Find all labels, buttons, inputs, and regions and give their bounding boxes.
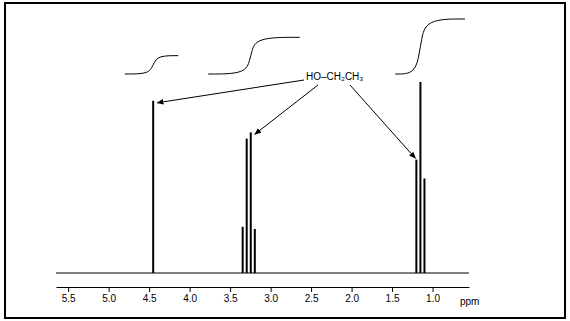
peak xyxy=(246,139,248,273)
arrow xyxy=(350,85,415,158)
tick-mark xyxy=(230,287,231,292)
tick-mark xyxy=(109,287,110,292)
tick: 4.5 xyxy=(143,287,157,304)
peak xyxy=(254,229,256,273)
tick: 3.5 xyxy=(224,287,238,304)
tick-label: 5.0 xyxy=(102,293,116,304)
tick-mark xyxy=(311,287,312,292)
tick-mark xyxy=(352,287,353,292)
annotation: HO–CH₂CH₃ xyxy=(306,71,363,82)
tick-mark xyxy=(68,287,69,292)
tick-mark xyxy=(149,287,150,292)
peak xyxy=(152,101,154,273)
tick-label: 4.0 xyxy=(183,293,197,304)
integral-curve xyxy=(395,19,465,74)
tick: 3.0 xyxy=(264,287,278,304)
tick-mark xyxy=(392,287,393,292)
chart-svg: HO–CH₂CH₃ 5.5 5.0 4.5 4.0 3.5 3.0 2.5 2.0 1.5 1.0 p… xyxy=(0,0,570,321)
tick: 1.5 xyxy=(386,287,400,304)
x-axis-label: ppm xyxy=(460,296,479,307)
arrow xyxy=(157,80,304,103)
tick: 5.0 xyxy=(102,287,116,304)
tick-mark xyxy=(190,287,191,292)
plot-area xyxy=(125,19,465,273)
x-axis: 5.5 5.0 4.5 4.0 3.5 3.0 2.5 2.0 1.5 1.0 xyxy=(57,287,470,304)
arrows xyxy=(157,80,415,158)
integral-curve xyxy=(208,37,300,74)
tick: 5.5 xyxy=(62,287,76,304)
figure-frame xyxy=(5,3,565,318)
tick-label: 1.0 xyxy=(426,293,440,304)
tick: 2.0 xyxy=(345,287,359,304)
chart-container: HO–CH₂CH₃ 5.5 5.0 4.5 4.0 3.5 3.0 2.5 2.0 1.5 1.0 p… xyxy=(0,0,570,321)
tick-label: 3.0 xyxy=(264,293,278,304)
tick-label: 5.5 xyxy=(62,293,76,304)
peak xyxy=(242,227,244,273)
baseline xyxy=(56,273,469,274)
peak xyxy=(423,179,425,274)
tick-label: 4.5 xyxy=(143,293,157,304)
integral-curve xyxy=(125,56,178,74)
tick-label: 2.0 xyxy=(345,293,359,304)
tick-mark xyxy=(433,287,434,292)
peak xyxy=(250,132,252,273)
tick: 2.5 xyxy=(305,287,319,304)
peak xyxy=(419,82,421,273)
axis-line xyxy=(57,287,470,288)
tick-label: 3.5 xyxy=(224,293,238,304)
tick-label: 1.5 xyxy=(386,293,400,304)
peak xyxy=(415,160,417,273)
tick: 1.0 xyxy=(426,287,440,304)
tick: 4.0 xyxy=(183,287,197,304)
tick-label: 2.5 xyxy=(305,293,319,304)
tick-mark xyxy=(271,287,272,292)
arrow xyxy=(255,85,318,134)
